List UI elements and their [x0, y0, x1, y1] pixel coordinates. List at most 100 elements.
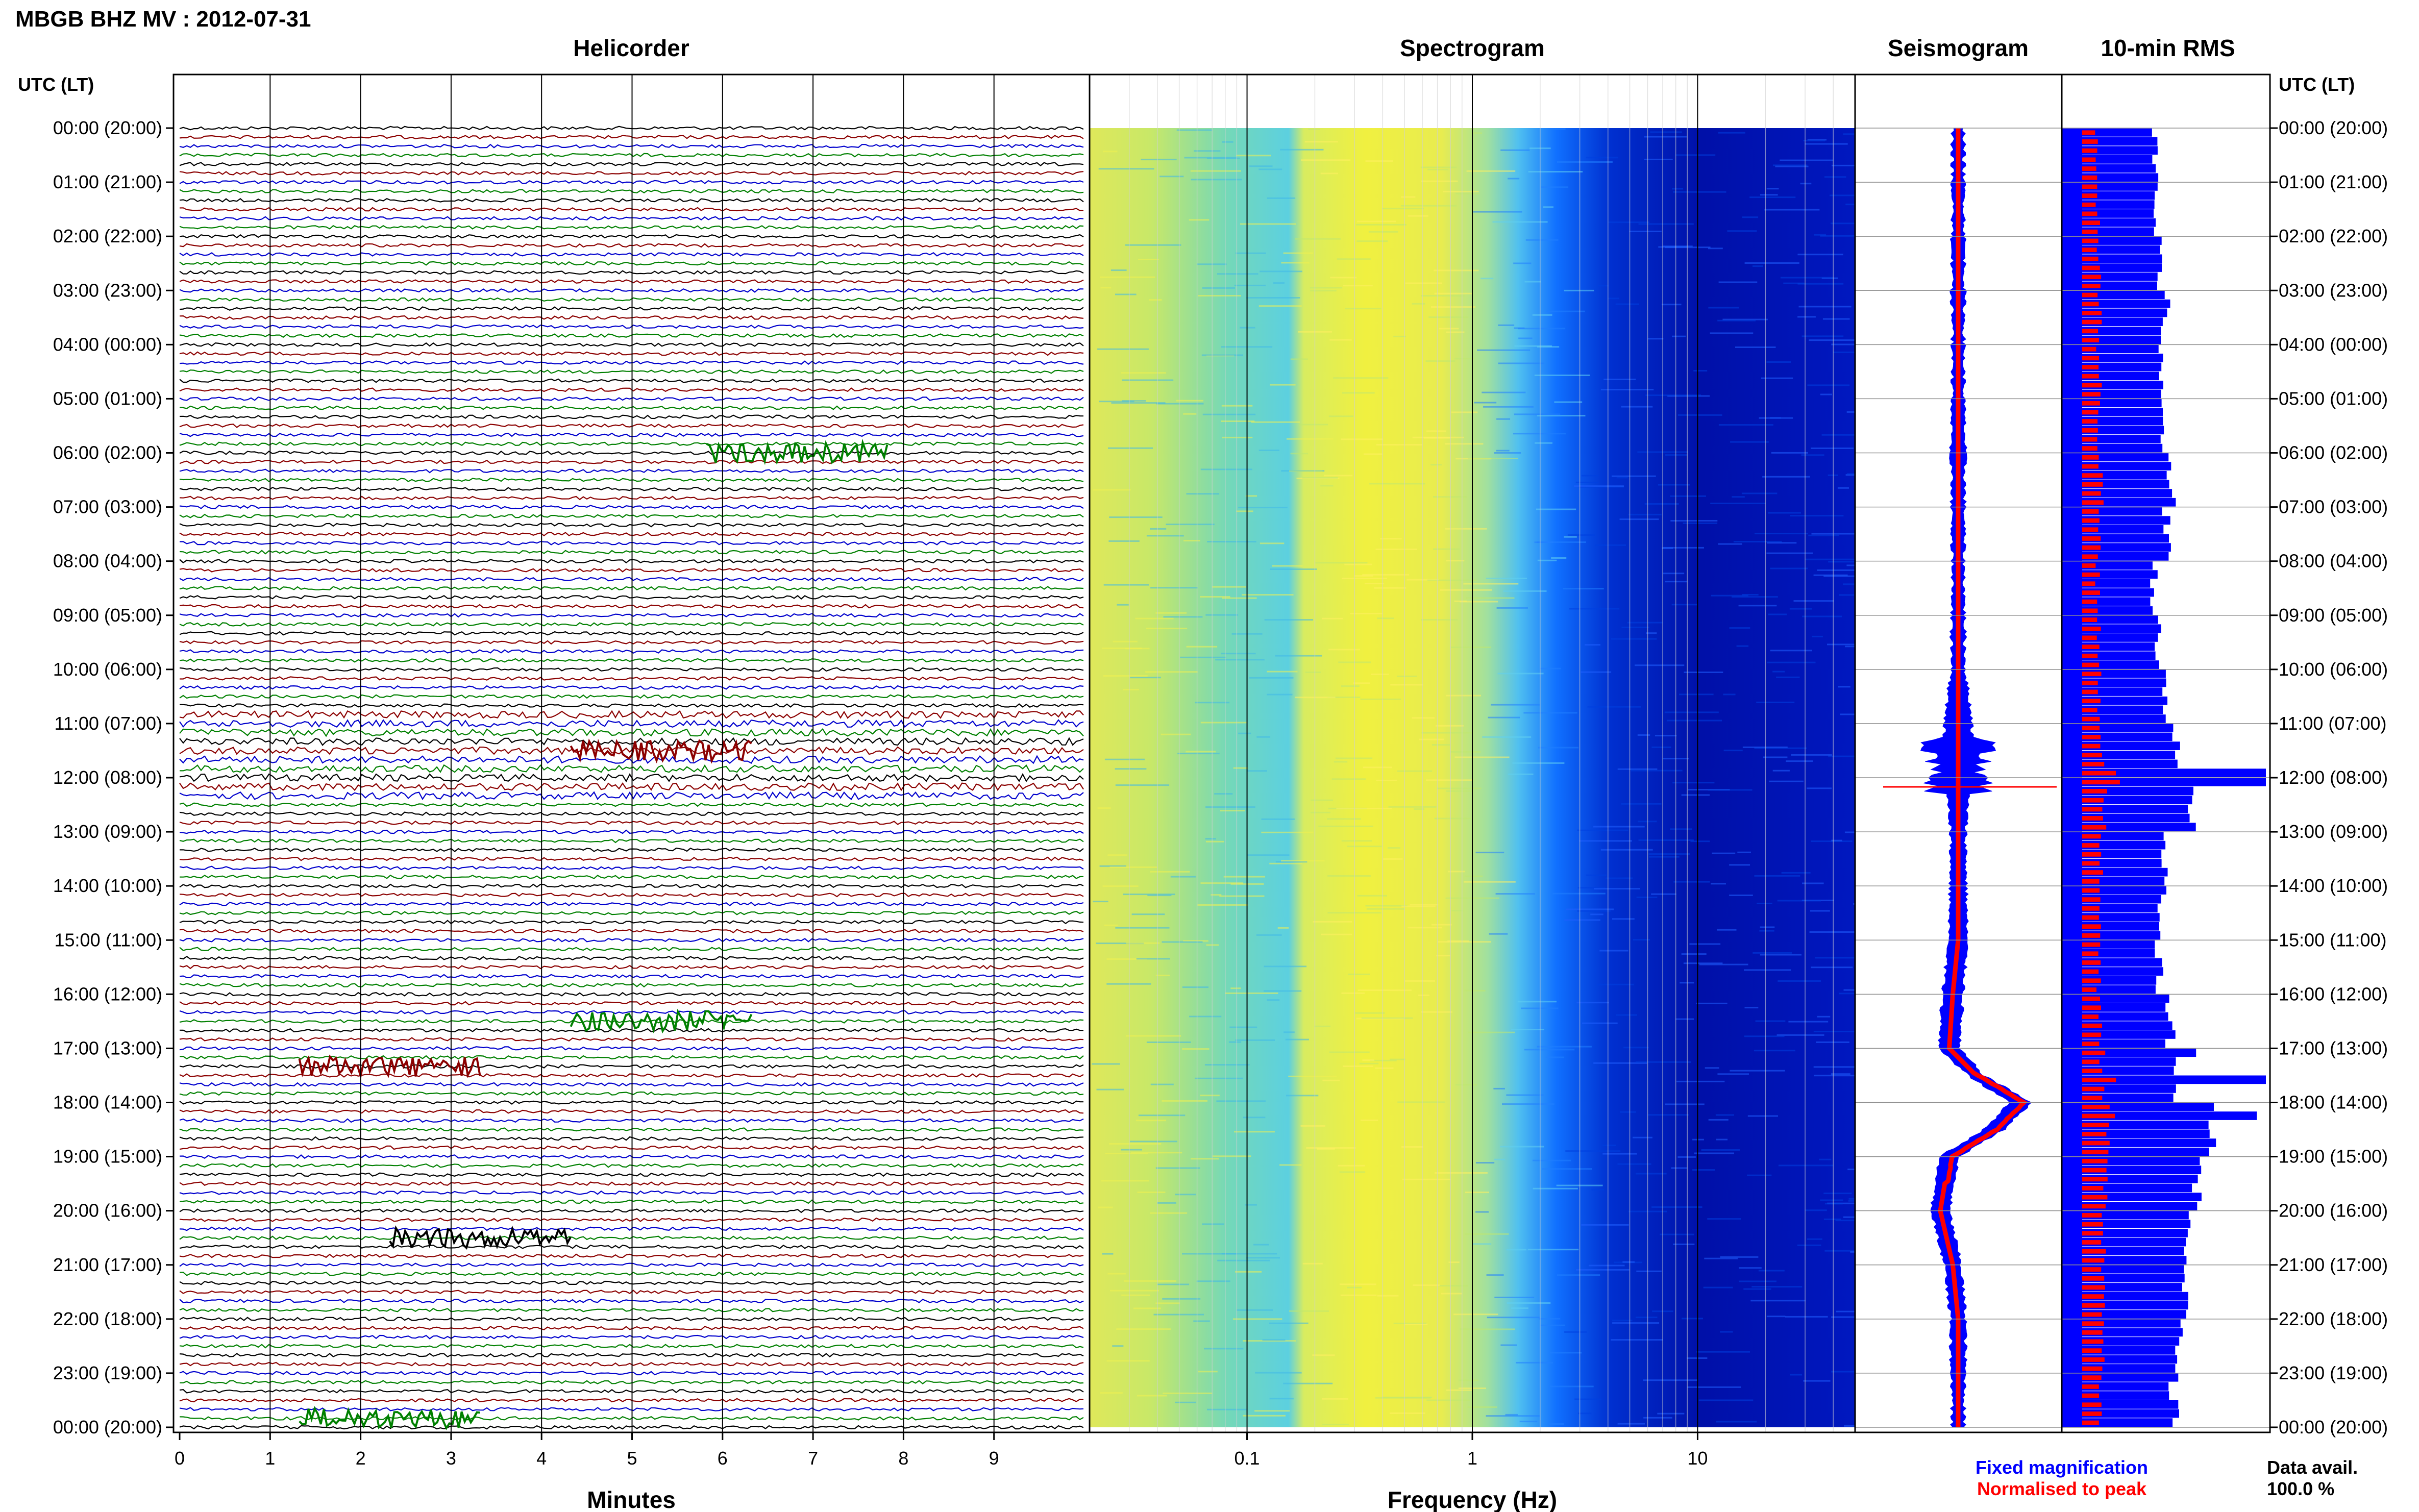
rms-fixed-bar: [2082, 1202, 2198, 1210]
rms-normalised-bar: [2082, 978, 2101, 983]
rms-normalised-bar: [2082, 184, 2097, 189]
rms-normalised-bar: [2082, 1231, 2103, 1236]
spectrogram-streak: [1644, 159, 1673, 160]
helicorder-event-burst: [570, 1008, 753, 1034]
spectrogram-streak: [1122, 379, 1174, 381]
data-availability-value: 100.0 %: [2267, 1478, 2334, 1499]
rms-normalised-bar: [2082, 1330, 2103, 1335]
spectrogram-streak: [1537, 346, 1560, 348]
spectrogram-streak: [1408, 927, 1442, 929]
spectrogram-streak: [1212, 586, 1246, 588]
rms-fixed-bar: [2082, 895, 2161, 904]
spectrogram-streak: [1093, 901, 1108, 903]
spectrogram-streak: [1405, 282, 1442, 284]
spectrogram-streak: [1645, 394, 1701, 396]
spectrogram-streak: [1838, 686, 1850, 688]
rms-fixed-bar: [2082, 769, 2266, 777]
spectrogram-streak: [1273, 282, 1285, 284]
spectrogram-streak: [1096, 943, 1144, 945]
spectrogram-streak: [1200, 468, 1252, 470]
spectrogram-streak: [1811, 966, 1853, 969]
spectrogram-streak: [1823, 1193, 1852, 1195]
spectrogram-streak: [1362, 1059, 1375, 1061]
spectrogram-streak: [1513, 262, 1532, 264]
spectrogram-streak: [1251, 421, 1300, 423]
rms-normalised-bar: [2082, 572, 2100, 577]
spectrogram-streak: [1465, 1233, 1509, 1235]
rms-normalised-bar: [2082, 1222, 2103, 1227]
spectrogram-streak: [1817, 1015, 1831, 1018]
rms-normalised-bar: [2082, 590, 2100, 595]
spectrogram-streak: [1322, 1398, 1348, 1400]
rms-fixed-bar: [2082, 552, 2169, 561]
spectrogram-streak: [1131, 1152, 1182, 1154]
spectrogram-streak: [1234, 284, 1266, 286]
spectrogram-streak: [1300, 1125, 1325, 1127]
spectrogram-streak: [1525, 239, 1559, 241]
rms-fixed-bar: [2082, 1193, 2202, 1201]
spectrogram-streak: [1294, 238, 1341, 240]
spectrogram-streak: [1299, 424, 1328, 426]
rms-normalised-bar: [2082, 816, 2103, 821]
spectrogram-streak: [1401, 905, 1436, 907]
rms-fixed-bar: [2082, 435, 2161, 443]
minute-tick-label: 2: [356, 1448, 366, 1469]
spectrogram-streak: [1468, 458, 1518, 459]
spectrogram-streak: [1549, 1423, 1564, 1425]
spectrogram-streak: [1843, 583, 1855, 585]
spectrogram-streak: [1854, 1399, 1855, 1401]
spectrogram-streak: [1847, 1169, 1855, 1171]
minute-tick-label: 9: [989, 1448, 999, 1469]
spectrogram-streak: [1500, 1146, 1544, 1148]
spectrogram-streak: [1524, 1049, 1575, 1051]
spectrogram-streak: [1267, 197, 1296, 199]
spectrogram-streak: [1130, 677, 1161, 679]
spectrogram-streak: [1595, 544, 1626, 546]
spectrogram-streak: [1848, 1200, 1855, 1202]
rms-normalised-bar: [2082, 247, 2097, 253]
right-time-label: 13:00 (09:00): [2279, 821, 2388, 842]
spectrogram-streak: [1111, 402, 1166, 404]
spectrogram-streak: [1410, 904, 1439, 906]
spectrogram-streak: [1290, 358, 1308, 360]
spectrogram-streak: [1180, 656, 1226, 658]
spectrogram-streak: [1824, 1250, 1855, 1252]
spectrogram-streak: [1593, 826, 1645, 828]
spectrogram-streak: [1329, 1051, 1370, 1053]
spectrogram-streak: [1347, 846, 1382, 848]
spectrogram-streak: [1546, 310, 1585, 312]
spectrogram-streak: [1454, 756, 1510, 758]
spectrogram-streak: [1362, 574, 1410, 576]
rms-normalised-bar: [2082, 419, 2098, 424]
spectrogram-streak: [1214, 793, 1233, 795]
spectrogram-streak: [1602, 1145, 1616, 1147]
spectrogram-streak: [1162, 1100, 1207, 1102]
spectrogram-streak: [1097, 807, 1111, 809]
spectrogram-streak: [1359, 1062, 1379, 1064]
spectrogram-streak: [1343, 1065, 1373, 1068]
rms-normalised-bar: [2082, 662, 2100, 667]
rms-fixed-bar: [2082, 408, 2163, 416]
spectrogram-streak: [1552, 893, 1606, 895]
rms-normalised-bar: [2082, 1168, 2107, 1173]
spectrogram-streak: [1321, 933, 1352, 935]
spectrogram-streak: [1506, 1094, 1544, 1096]
rms-fixed-bar: [2082, 1156, 2200, 1166]
spectrogram-streak: [1635, 1061, 1691, 1063]
spectrogram-streak: [1375, 1067, 1394, 1069]
right-time-label: 04:00 (00:00): [2279, 334, 2388, 355]
rms-fixed-bar: [2082, 1391, 2169, 1400]
spectrogram-streak: [1754, 1050, 1795, 1052]
spectrogram-streak: [1354, 575, 1373, 577]
spectrogram-streak: [1264, 619, 1314, 621]
rms-normalised-bar: [2082, 491, 2101, 496]
spectrogram-streak: [1431, 924, 1452, 926]
spectrogram-streak: [1110, 269, 1127, 271]
rms-fixed-bar: [2082, 371, 2159, 381]
spectrogram-streak: [1569, 608, 1620, 610]
spectrogram-streak: [1289, 1310, 1329, 1312]
spectrogram-streak: [1770, 650, 1812, 652]
spectrogram-streak: [1258, 168, 1282, 170]
spectrogram-streak: [1621, 627, 1649, 628]
spectrogram-streak: [1786, 760, 1813, 762]
